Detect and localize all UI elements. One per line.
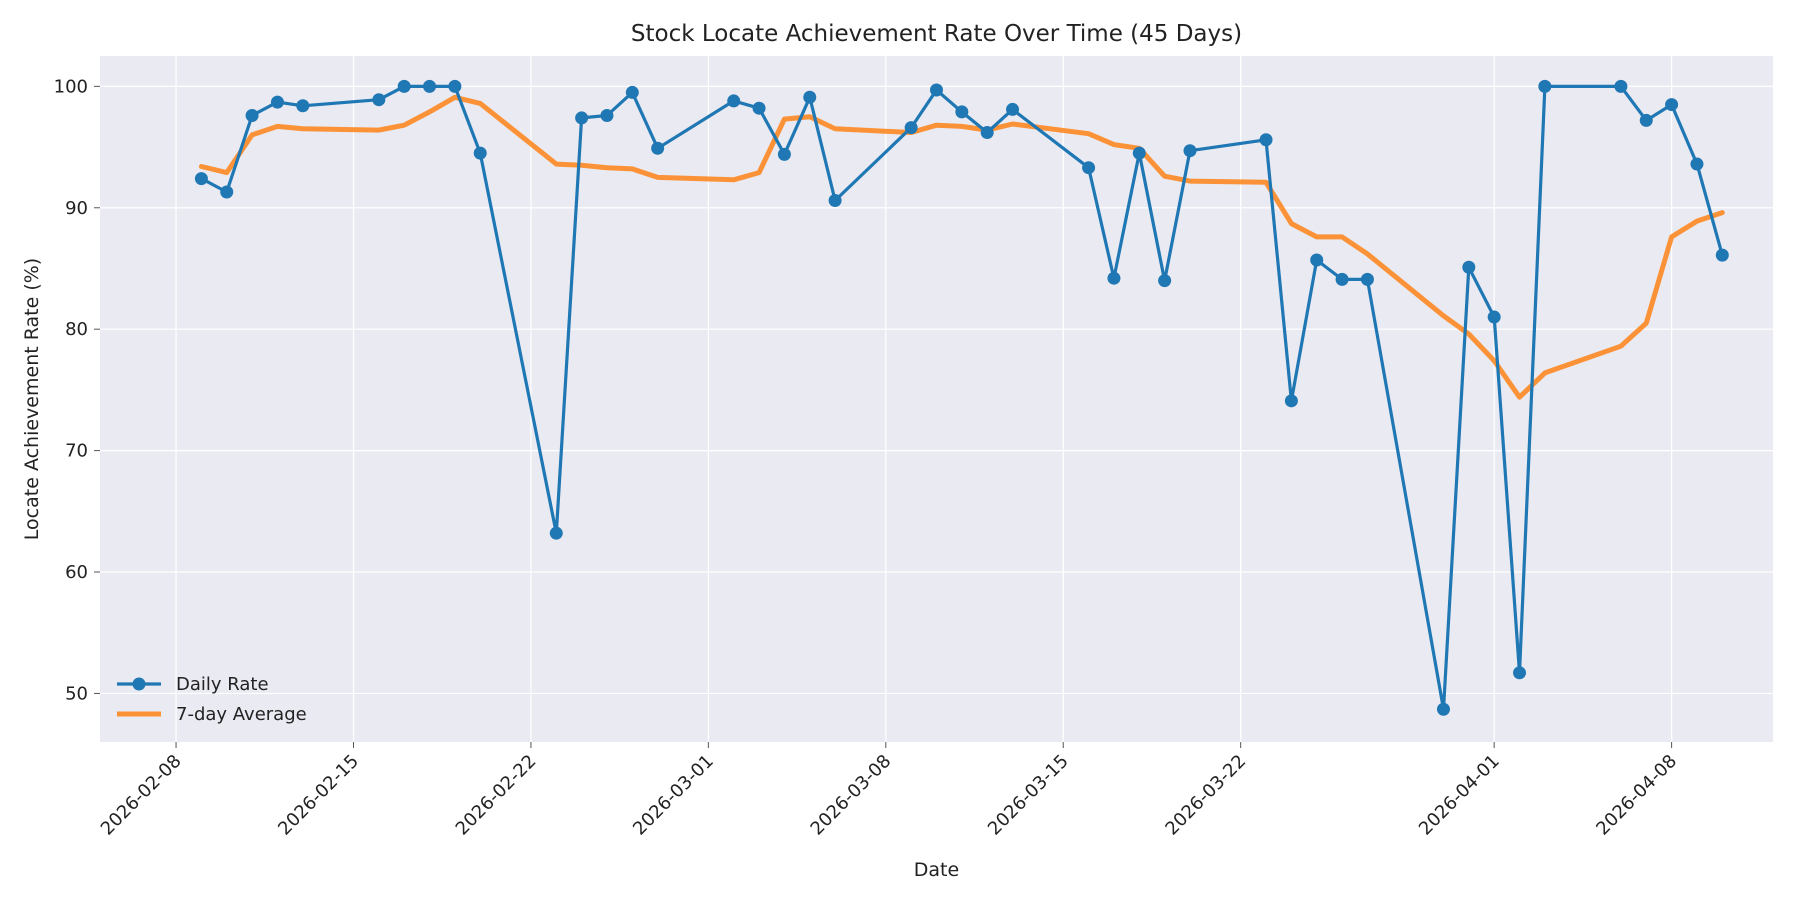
daily-rate-point [1183, 144, 1197, 158]
daily-rate-point [575, 111, 589, 125]
y-ticks: 50 60 70 80 90 100 [54, 76, 100, 704]
series-layer [194, 79, 1729, 716]
daily-rate-point [980, 125, 994, 139]
daily-rate-point [1665, 98, 1679, 112]
daily-rate-point [372, 93, 386, 107]
daily-rate-point [930, 83, 943, 97]
daily-rate-point [1436, 702, 1450, 716]
daily-rate-point [1335, 272, 1349, 286]
legend-daily-rate-marker [132, 677, 146, 691]
daily-rate-point [904, 121, 918, 135]
y-tick-label: 90 [65, 198, 88, 219]
daily-rate-point [194, 172, 208, 186]
daily-rate-point [777, 147, 791, 161]
daily-rate-point [1538, 79, 1552, 93]
daily-rate-point [955, 105, 969, 119]
daily-rate-point [1639, 113, 1653, 127]
daily-rate-point [1513, 666, 1527, 680]
daily-rate-point [600, 108, 614, 122]
daily-rate-point [473, 146, 487, 160]
daily-rate-point [1107, 271, 1121, 285]
daily-rate-point [651, 141, 665, 155]
daily-rate-point [1259, 133, 1273, 147]
daily-rate-point [397, 79, 411, 93]
y-tick-label: 60 [65, 562, 88, 583]
y-axis-label: Locate Achievement Rate (%) [21, 258, 43, 540]
legend-daily-rate-label: Daily Rate [176, 674, 269, 695]
y-tick-label: 80 [65, 319, 88, 340]
daily-rate-point [727, 94, 741, 108]
daily-rate-point [270, 95, 284, 109]
daily-rate-point [803, 90, 817, 104]
daily-rate-point [1360, 272, 1374, 286]
y-tick-label: 100 [54, 76, 88, 97]
daily-rate-point [245, 108, 259, 122]
daily-rate-point [1690, 157, 1704, 171]
daily-rate-point [1462, 260, 1476, 274]
daily-rate-point [220, 185, 234, 199]
y-tick-label: 70 [65, 441, 88, 462]
daily-rate-point [1006, 102, 1020, 116]
daily-rate-point [1082, 161, 1096, 175]
daily-rate-point [549, 526, 563, 540]
series-line-7-day-average [198, 94, 1725, 400]
daily-rate-point [1310, 253, 1324, 267]
daily-rate-point [448, 79, 462, 93]
daily-rate-point [1158, 274, 1172, 288]
daily-rate-point [1284, 394, 1298, 408]
x-axis-label: Date [914, 859, 959, 881]
legend: Daily Rate 7-day Average [117, 674, 307, 725]
daily-rate-point [1614, 79, 1628, 93]
y-tick-label: 50 [65, 683, 88, 704]
grid [100, 56, 1773, 742]
chart-title: Stock Locate Achievement Rate Over Time … [631, 21, 1242, 47]
legend-7-day-average-label: 7-day Average [176, 704, 307, 725]
daily-rate-point [625, 85, 639, 99]
daily-rate-point [423, 79, 437, 93]
daily-rate-point [1132, 146, 1146, 160]
daily-rate-point [1487, 310, 1501, 324]
daily-rate-point [296, 99, 310, 113]
daily-rate-point [1715, 248, 1729, 262]
daily-rate-point [752, 101, 766, 115]
daily-rate-point [828, 193, 842, 207]
